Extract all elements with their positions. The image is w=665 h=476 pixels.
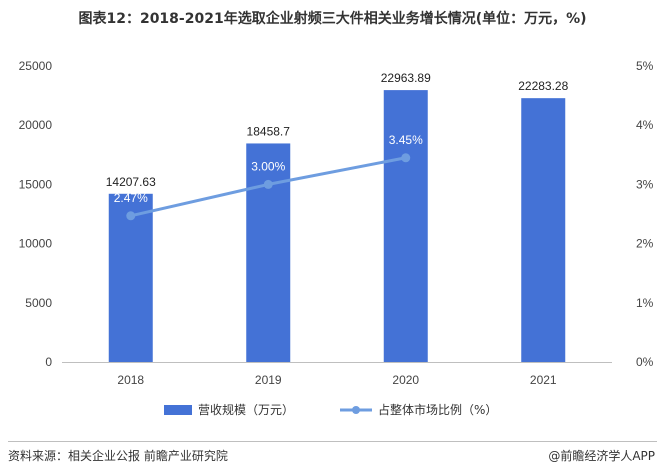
line-series: 2.47% 3.00% 3.45% xyxy=(114,133,423,221)
legend-bar-label: 营收规模（万元） xyxy=(198,402,294,417)
x-axis: 2018 2019 2020 2021 xyxy=(117,373,557,387)
x-tick-label: 2019 xyxy=(255,373,282,387)
bar xyxy=(108,193,153,362)
bar-value-label: 22283.28 xyxy=(518,79,568,93)
y-right-tick-label: 2% xyxy=(636,237,654,251)
legend-line-label: 占整体市场比例（%） xyxy=(378,402,497,417)
y-left-tick-label: 10000 xyxy=(19,237,53,251)
y-left-tick-label: 25000 xyxy=(19,59,53,73)
y-axis-left: 0 5000 10000 15000 20000 25000 xyxy=(19,59,53,369)
y-left-tick-label: 20000 xyxy=(19,118,53,132)
x-tick-label: 2021 xyxy=(530,373,557,387)
x-tick-label: 2020 xyxy=(392,373,419,387)
line-point xyxy=(401,153,411,163)
y-right-tick-label: 4% xyxy=(636,118,654,132)
line-point-label: 3.45% xyxy=(389,133,423,147)
bar-series xyxy=(108,90,566,363)
footer-divider xyxy=(8,441,657,442)
legend-line-marker xyxy=(352,406,360,414)
chart-area: 0 5000 10000 15000 20000 25000 0% 1% 2% 3% 4% 5% 2… xyxy=(19,59,654,417)
y-right-tick-label: 1% xyxy=(636,296,654,310)
line-point-label: 2.47% xyxy=(114,191,148,205)
bar-value-label: 22963.89 xyxy=(381,71,431,85)
x-tick-label: 2018 xyxy=(117,373,144,387)
bar-value-labels: 14207.63 18458.7 22963.89 22283.28 xyxy=(106,71,569,189)
y-axis-right: 0% 1% 2% 3% 4% 5% xyxy=(636,59,654,369)
bar-value-label: 14207.63 xyxy=(106,175,156,189)
line-point xyxy=(126,211,136,221)
source-note: 资料来源：相关企业公报 前瞻产业研究院 xyxy=(8,449,228,463)
y-right-tick-label: 3% xyxy=(636,177,654,191)
y-left-tick-label: 5000 xyxy=(25,296,52,310)
brand-credit: @前瞻经济学人APP xyxy=(548,449,655,463)
legend-bar-swatch xyxy=(164,405,192,415)
bar xyxy=(246,143,291,362)
bar xyxy=(383,90,428,362)
y-left-tick-label: 0 xyxy=(45,355,52,369)
y-right-tick-label: 0% xyxy=(636,355,654,369)
y-right-tick-label: 5% xyxy=(636,59,654,73)
bar-value-label: 18458.7 xyxy=(247,124,291,138)
line-point xyxy=(263,179,273,189)
bar xyxy=(521,98,566,363)
chart-title: 图表12：2018-2021年选取企业射频三大件相关业务增长情况(单位：万元，%… xyxy=(78,11,587,27)
legend: 营收规模（万元） 占整体市场比例（%） xyxy=(164,402,497,417)
line-point-label: 3.00% xyxy=(251,159,285,173)
y-left-tick-label: 15000 xyxy=(19,177,53,191)
